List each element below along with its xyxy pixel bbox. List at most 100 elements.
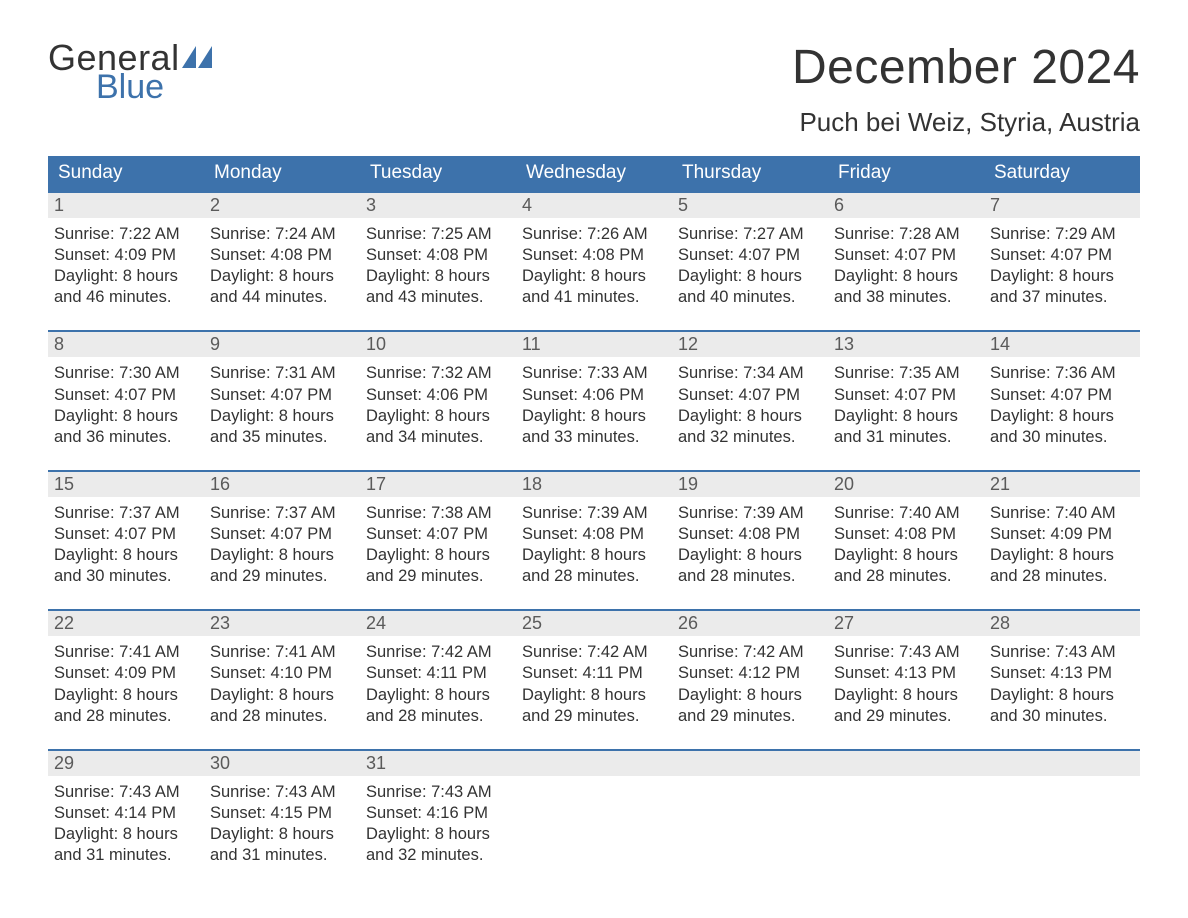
sunrise-line: Sunrise: 7:34 AM	[678, 363, 822, 384]
day-number: 17	[360, 472, 516, 497]
calendar-day: 29Sunrise: 7:43 AMSunset: 4:14 PMDayligh…	[48, 751, 204, 866]
daylight-line-1: Daylight: 8 hours	[54, 545, 198, 566]
sunrise-line: Sunrise: 7:41 AM	[54, 642, 198, 663]
daylight-line-2: and 32 minutes.	[678, 427, 822, 448]
daylight-line-1: Daylight: 8 hours	[834, 685, 978, 706]
daylight-line-2: and 29 minutes.	[834, 706, 978, 727]
daylight-line-1: Daylight: 8 hours	[366, 266, 510, 287]
sunrise-line: Sunrise: 7:39 AM	[678, 503, 822, 524]
calendar-day: 4Sunrise: 7:26 AMSunset: 4:08 PMDaylight…	[516, 193, 672, 308]
page-header: General Blue December 2024 Puch bei Weiz…	[48, 40, 1140, 138]
sunrise-line: Sunrise: 7:41 AM	[210, 642, 354, 663]
daylight-line-2: and 28 minutes.	[990, 566, 1134, 587]
location: Puch bei Weiz, Styria, Austria	[792, 107, 1140, 138]
daylight-line-1: Daylight: 8 hours	[522, 266, 666, 287]
day-details: Sunrise: 7:41 AMSunset: 4:09 PMDaylight:…	[48, 636, 204, 726]
day-details: Sunrise: 7:26 AMSunset: 4:08 PMDaylight:…	[516, 218, 672, 308]
daylight-line-2: and 31 minutes.	[210, 845, 354, 866]
calendar-day: 31Sunrise: 7:43 AMSunset: 4:16 PMDayligh…	[360, 751, 516, 866]
daylight-line-2: and 43 minutes.	[366, 287, 510, 308]
day-number: 16	[204, 472, 360, 497]
calendar-day-empty	[828, 751, 984, 866]
day-details: Sunrise: 7:42 AMSunset: 4:12 PMDaylight:…	[672, 636, 828, 726]
day-number: 29	[48, 751, 204, 776]
daylight-line-1: Daylight: 8 hours	[990, 685, 1134, 706]
sunset-line: Sunset: 4:06 PM	[366, 385, 510, 406]
daylight-line-1: Daylight: 8 hours	[210, 824, 354, 845]
sunrise-line: Sunrise: 7:43 AM	[210, 782, 354, 803]
sunset-line: Sunset: 4:06 PM	[522, 385, 666, 406]
calendar-day: 7Sunrise: 7:29 AMSunset: 4:07 PMDaylight…	[984, 193, 1140, 308]
day-number: 15	[48, 472, 204, 497]
daylight-line-2: and 29 minutes.	[678, 706, 822, 727]
sunset-line: Sunset: 4:07 PM	[54, 524, 198, 545]
day-details: Sunrise: 7:43 AMSunset: 4:13 PMDaylight:…	[984, 636, 1140, 726]
day-details: Sunrise: 7:35 AMSunset: 4:07 PMDaylight:…	[828, 357, 984, 447]
day-details: Sunrise: 7:43 AMSunset: 4:14 PMDaylight:…	[48, 776, 204, 866]
sunset-line: Sunset: 4:08 PM	[522, 245, 666, 266]
day-details: Sunrise: 7:28 AMSunset: 4:07 PMDaylight:…	[828, 218, 984, 308]
day-number: 25	[516, 611, 672, 636]
sunset-line: Sunset: 4:10 PM	[210, 663, 354, 684]
day-details: Sunrise: 7:27 AMSunset: 4:07 PMDaylight:…	[672, 218, 828, 308]
daylight-line-1: Daylight: 8 hours	[210, 406, 354, 427]
sunset-line: Sunset: 4:07 PM	[990, 385, 1134, 406]
day-number: 6	[828, 193, 984, 218]
sunrise-line: Sunrise: 7:39 AM	[522, 503, 666, 524]
day-details: Sunrise: 7:37 AMSunset: 4:07 PMDaylight:…	[48, 497, 204, 587]
daylight-line-2: and 30 minutes.	[990, 427, 1134, 448]
day-details: Sunrise: 7:39 AMSunset: 4:08 PMDaylight:…	[516, 497, 672, 587]
daylight-line-1: Daylight: 8 hours	[678, 685, 822, 706]
sunset-line: Sunset: 4:11 PM	[366, 663, 510, 684]
sunset-line: Sunset: 4:16 PM	[366, 803, 510, 824]
daylight-line-1: Daylight: 8 hours	[366, 406, 510, 427]
weekday-header: Saturday	[984, 156, 1140, 191]
sunset-line: Sunset: 4:07 PM	[210, 524, 354, 545]
daylight-line-2: and 41 minutes.	[522, 287, 666, 308]
sunset-line: Sunset: 4:09 PM	[990, 524, 1134, 545]
daylight-line-1: Daylight: 8 hours	[210, 685, 354, 706]
daylight-line-2: and 46 minutes.	[54, 287, 198, 308]
daylight-line-2: and 38 minutes.	[834, 287, 978, 308]
calendar-day: 16Sunrise: 7:37 AMSunset: 4:07 PMDayligh…	[204, 472, 360, 587]
sunrise-line: Sunrise: 7:26 AM	[522, 224, 666, 245]
sunset-line: Sunset: 4:15 PM	[210, 803, 354, 824]
daylight-line-1: Daylight: 8 hours	[210, 545, 354, 566]
sunset-line: Sunset: 4:08 PM	[366, 245, 510, 266]
day-number: 5	[672, 193, 828, 218]
sunset-line: Sunset: 4:08 PM	[834, 524, 978, 545]
sunset-line: Sunset: 4:13 PM	[834, 663, 978, 684]
day-details: Sunrise: 7:43 AMSunset: 4:15 PMDaylight:…	[204, 776, 360, 866]
daylight-line-1: Daylight: 8 hours	[522, 545, 666, 566]
calendar-day-empty	[516, 751, 672, 866]
sunrise-line: Sunrise: 7:29 AM	[990, 224, 1134, 245]
sunset-line: Sunset: 4:08 PM	[678, 524, 822, 545]
day-number: 19	[672, 472, 828, 497]
daylight-line-1: Daylight: 8 hours	[54, 406, 198, 427]
calendar-week: 1Sunrise: 7:22 AMSunset: 4:09 PMDaylight…	[48, 191, 1140, 308]
sunset-line: Sunset: 4:11 PM	[522, 663, 666, 684]
sunset-line: Sunset: 4:09 PM	[54, 245, 198, 266]
daylight-line-1: Daylight: 8 hours	[678, 545, 822, 566]
day-details: Sunrise: 7:40 AMSunset: 4:09 PMDaylight:…	[984, 497, 1140, 587]
day-number: 7	[984, 193, 1140, 218]
daylight-line-2: and 35 minutes.	[210, 427, 354, 448]
daylight-line-1: Daylight: 8 hours	[366, 545, 510, 566]
day-details: Sunrise: 7:39 AMSunset: 4:08 PMDaylight:…	[672, 497, 828, 587]
weekday-header: Wednesday	[516, 156, 672, 191]
daylight-line-2: and 29 minutes.	[210, 566, 354, 587]
day-details: Sunrise: 7:43 AMSunset: 4:13 PMDaylight:…	[828, 636, 984, 726]
daylight-line-2: and 28 minutes.	[834, 566, 978, 587]
weekday-header: Thursday	[672, 156, 828, 191]
calendar-day: 8Sunrise: 7:30 AMSunset: 4:07 PMDaylight…	[48, 332, 204, 447]
daylight-line-1: Daylight: 8 hours	[678, 266, 822, 287]
daylight-line-1: Daylight: 8 hours	[990, 266, 1134, 287]
weekday-header-row: SundayMondayTuesdayWednesdayThursdayFrid…	[48, 156, 1140, 191]
daylight-line-2: and 31 minutes.	[54, 845, 198, 866]
calendar-day-empty	[984, 751, 1140, 866]
daylight-line-2: and 44 minutes.	[210, 287, 354, 308]
day-details: Sunrise: 7:43 AMSunset: 4:16 PMDaylight:…	[360, 776, 516, 866]
weekday-header: Tuesday	[360, 156, 516, 191]
sunset-line: Sunset: 4:08 PM	[522, 524, 666, 545]
day-number: 12	[672, 332, 828, 357]
